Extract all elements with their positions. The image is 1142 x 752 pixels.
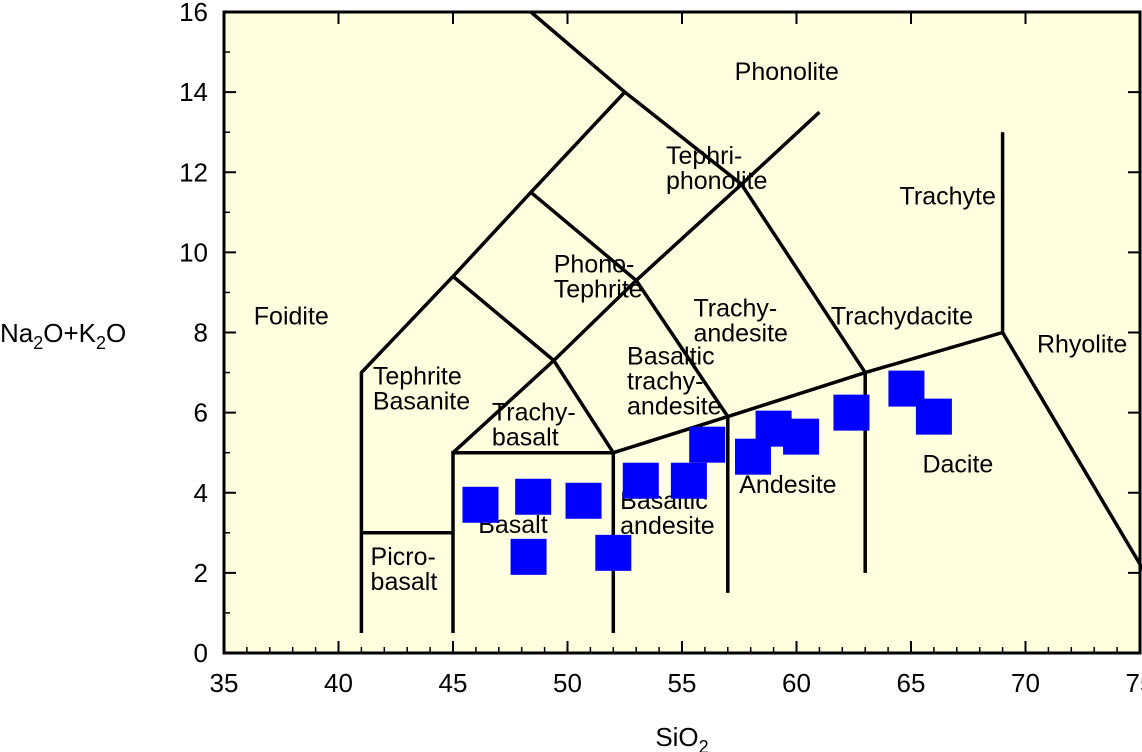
field-label: Tephri-phonolite	[666, 142, 767, 195]
data-point	[462, 486, 499, 523]
field-label-line: Trachy-	[492, 399, 576, 427]
field-label: Tephrite Basanite	[373, 363, 470, 416]
field-label-line: Tephrite	[373, 363, 462, 391]
field-label-line: Dacite	[922, 451, 993, 479]
field-label: Trachy-andesite	[693, 294, 788, 347]
data-point	[689, 426, 726, 463]
field-label: Phono-Tephrite	[554, 250, 643, 303]
y-tick-label: 8	[194, 318, 208, 348]
plot-area	[222, 10, 1142, 655]
field-label-line: andesite	[620, 512, 715, 540]
field-label: Picro-basalt	[371, 543, 438, 596]
y-axis-title: Na2O+K2O	[0, 318, 126, 353]
x-axis-title-main: SiO	[655, 722, 698, 752]
data-point	[510, 538, 547, 575]
y-axis-title-part: O+K	[43, 318, 96, 348]
x-tick-label: 70	[1011, 668, 1040, 698]
y-tick-label: 16	[179, 0, 208, 27]
y-axis-title-part: Na	[0, 318, 34, 348]
field-label: Trachydacite	[831, 302, 973, 330]
y-tick-label: 10	[179, 237, 208, 267]
y-axis-title-part: 2	[96, 333, 106, 353]
data-point	[915, 398, 952, 435]
x-tick-label: 65	[897, 668, 926, 698]
y-tick-label: 6	[194, 398, 208, 428]
field-label: Trachy-basalt	[492, 399, 576, 452]
x-tick-label: 50	[553, 668, 582, 698]
field-label-line: Basanite	[373, 388, 470, 416]
field-label-line: Tephrite	[554, 275, 643, 303]
boundary-line-2	[451, 330, 1004, 633]
field-label-line: phonolite	[666, 167, 767, 195]
field-label-line: Andesite	[739, 471, 836, 499]
y-tick-label: 4	[194, 478, 208, 508]
x-tick-label: 60	[782, 668, 811, 698]
y-tick-label: 12	[179, 157, 208, 187]
boundary-line-7	[1001, 331, 1142, 571]
field-label: Basaltic trachy-andesite	[627, 343, 722, 421]
data-point	[783, 418, 820, 455]
boundary-line-14	[623, 90, 743, 186]
x-axis-title: SiO2	[655, 722, 708, 752]
boundary-line-13	[740, 183, 867, 374]
field-label-line: Phono-	[554, 250, 635, 278]
field-label-line: andesite	[693, 319, 788, 347]
data-point	[515, 478, 552, 515]
x-tick-label: 45	[439, 668, 468, 698]
field-label-line: Basaltic	[627, 343, 715, 371]
x-tick-label: 40	[324, 668, 353, 698]
data-point	[565, 482, 602, 519]
field-label: Andesite	[739, 471, 836, 499]
x-tick-label: 75	[1126, 668, 1142, 698]
y-axis-title-part: 2	[33, 333, 43, 353]
x-tick-label: 55	[668, 668, 697, 698]
data-point	[622, 462, 659, 499]
field-label-line: Trachyte	[900, 182, 996, 210]
x-tick-label: 35	[210, 668, 239, 698]
field-label-line: basalt	[492, 424, 559, 452]
y-tick-label: 14	[179, 77, 208, 107]
data-points	[462, 370, 952, 575]
boundary-line-11	[634, 279, 730, 418]
field-label-line: Picro-	[371, 543, 436, 571]
field-label-line: basalt	[371, 568, 438, 596]
field-label-line: andesite	[627, 393, 722, 421]
boundary-line-10	[451, 275, 555, 362]
field-label-line: Tephri-	[666, 142, 742, 170]
field-label-line: Rhyolite	[1037, 331, 1127, 359]
boundary-line-9	[552, 359, 615, 454]
field-labels: PhonoliteTephri-phonoliteTrachytePhono-T…	[254, 58, 1128, 596]
field-label-line: Foidite	[254, 302, 329, 330]
boundary-line-0	[359, 10, 628, 633]
field-label: Dacite	[922, 451, 993, 479]
data-point	[833, 394, 870, 431]
data-point	[595, 534, 632, 571]
x-axis-title-sub: 2	[699, 737, 709, 752]
field-label-line: Trachy-	[693, 294, 777, 322]
x-axis: 35 40 45 50 55 60 65 70 75	[210, 12, 1142, 698]
y-tick-label: 0	[194, 638, 208, 668]
field-label: Foidite	[254, 302, 329, 330]
y-axis: 0 2 4 6 8 10 12 14 16	[179, 0, 1140, 668]
field-label-line: trachy-	[627, 368, 703, 396]
field-label: Phonolite	[735, 58, 839, 86]
y-axis-title-part: O	[106, 318, 126, 348]
field-label: Rhyolite	[1037, 331, 1127, 359]
field-label: Trachyte	[900, 182, 996, 210]
y-tick-label: 2	[194, 558, 208, 588]
data-point	[670, 462, 707, 499]
boundary-line-12	[529, 190, 638, 282]
field-label-line: Phonolite	[735, 58, 839, 86]
field-label-line: Trachydacite	[831, 302, 973, 330]
